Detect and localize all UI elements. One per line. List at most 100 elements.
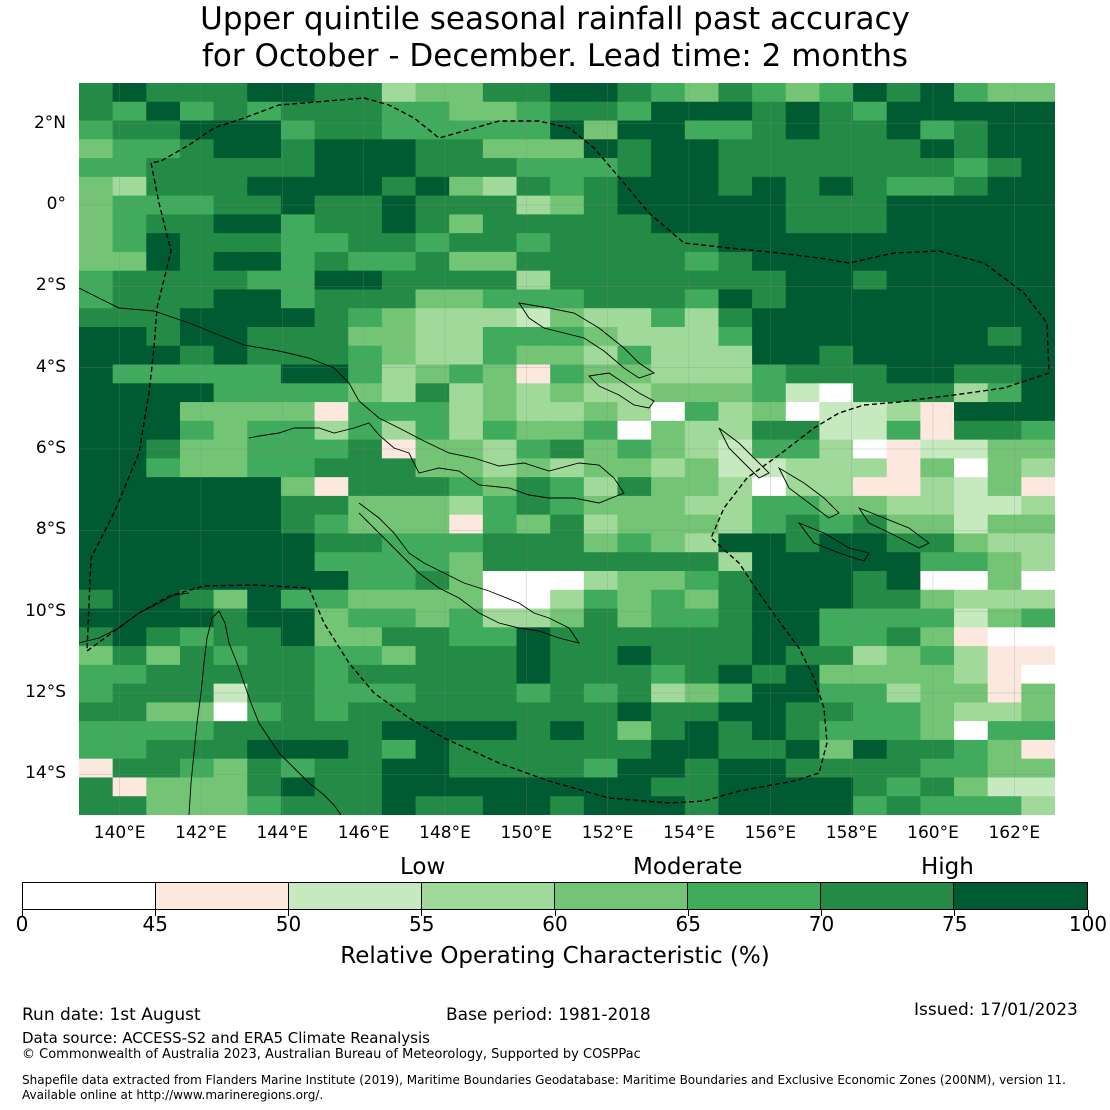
grid-cell [482,270,518,291]
grid-cell [785,552,821,572]
grid-cell [920,195,955,215]
grid-cell [684,495,720,516]
grid-cell [583,702,619,722]
grid-cell [718,308,753,328]
grid-cell [314,101,349,122]
grid-cell [112,721,147,741]
grid-cell [415,364,450,384]
grid-cell [146,120,181,140]
grid-cell [583,571,619,591]
grid-cell [785,176,821,197]
grid-cell [853,214,888,234]
grid-cell [247,327,282,347]
grid-cell [415,83,450,103]
grid-cell [718,214,753,234]
latitude-label: 4°S [35,356,66,377]
grid-cell [482,702,518,722]
grid-cell [583,514,619,535]
grid-cell [112,702,147,722]
grid-cell [146,327,181,347]
grid-cell [920,702,955,722]
grid-cell [179,702,215,722]
grid-cell [146,195,181,215]
grid-cell [146,533,181,553]
grid-cell [651,683,686,703]
grid-cell [954,796,989,815]
grid-cell [651,233,686,253]
grid-cell [314,289,349,309]
grid-cell [651,289,686,309]
grid-cell [617,533,652,553]
grid-cell [752,176,787,197]
grid-cell [651,796,686,815]
grid-cell [819,83,854,103]
grid-cell [920,739,955,760]
grid-cell [314,195,349,215]
grid-cell [853,608,888,628]
grid-cell [617,83,652,103]
longitude-label: 146°E [337,823,390,843]
grid-cell [146,101,181,122]
graticule-lines [79,83,1055,815]
grid-cell [79,646,114,666]
grid-cell [954,270,989,291]
grid-cell [785,758,821,779]
grid-cell [583,458,619,478]
grid-cell [987,796,1022,815]
grid-cell [112,533,147,553]
grid-cell [415,758,450,779]
grid-cell [179,458,215,478]
grid-cell [79,477,114,497]
grid-cell [752,758,787,779]
grid-cell [886,120,921,140]
grid-cell [314,646,349,666]
grid-cell [684,233,720,253]
grid-cell [684,721,720,741]
grid-cell [112,214,147,234]
grid-cell [280,233,316,253]
grid-cell [348,139,383,159]
grid-cell [853,495,888,516]
grid-cell [954,533,989,553]
grid-cell [550,552,585,572]
grid-cell [617,683,652,703]
grid-cell [146,721,181,741]
grid-cell [1021,83,1055,103]
grid-cell [146,458,181,478]
grid-cell [819,270,854,291]
grid-cell [819,176,854,197]
grid-cell [415,458,450,478]
grid-cell [213,233,248,253]
grid-cell [583,664,619,685]
grid-cell [112,195,147,215]
grid-cell [617,721,652,741]
grid-cell [718,289,753,309]
grid-cell [247,758,282,779]
grid-cell [920,251,955,272]
grid-cell [112,458,147,478]
grid-cell [819,101,854,122]
grid-cell [785,739,821,760]
grid-cell [1021,552,1055,572]
grid-cell [415,251,450,272]
grid-cell [1021,739,1055,760]
grid-cell [79,233,114,253]
grid-cell [247,627,282,647]
grid-cell [381,83,417,103]
grid-cell [886,683,921,703]
grid-cell [954,777,989,797]
grid-cell [1021,251,1055,272]
grid-cell [954,83,989,103]
grid-cell [853,383,888,403]
grid-cell [1021,327,1055,347]
grid-cell [449,176,484,197]
grid-cell [415,345,450,366]
grid-cell [651,477,686,497]
grid-cell [482,402,518,422]
grid-cell [752,514,787,535]
grid-cell [112,139,147,159]
grid-cell [853,289,888,309]
grid-cell [1021,777,1055,797]
colorbar-tick [954,910,956,916]
grid-cell [146,646,181,666]
